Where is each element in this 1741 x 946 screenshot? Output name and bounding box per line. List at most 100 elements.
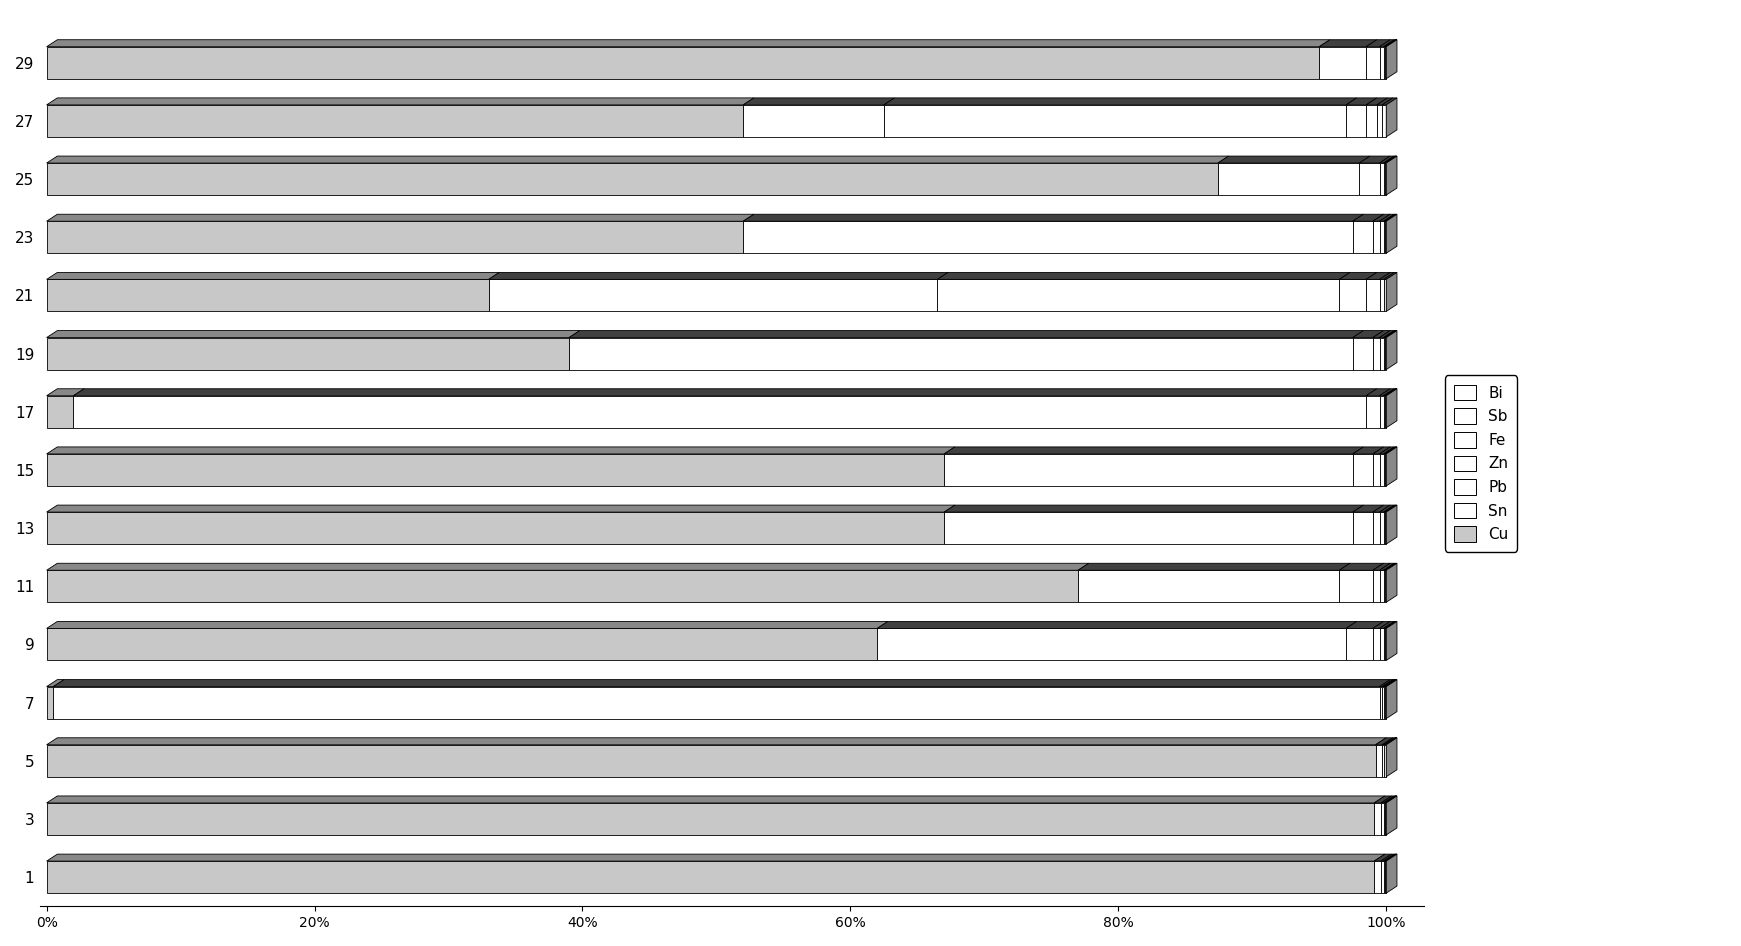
Bar [1374,338,1379,370]
Bar [1381,803,1384,835]
Polygon shape [1367,272,1391,279]
Polygon shape [1386,738,1396,745]
Bar [884,105,1346,137]
Polygon shape [884,97,1356,105]
Polygon shape [1379,330,1395,338]
Bar [1374,454,1379,486]
Polygon shape [47,563,1088,570]
Bar [1367,46,1379,79]
Polygon shape [1379,505,1395,512]
Polygon shape [1386,40,1396,46]
Bar [1379,454,1384,486]
Polygon shape [1374,796,1391,803]
Bar [1346,105,1367,137]
Bar [1353,221,1374,254]
Bar [1379,687,1382,719]
Bar [47,803,1374,835]
Polygon shape [1386,447,1396,486]
Polygon shape [1379,40,1395,46]
Polygon shape [1384,796,1396,803]
Polygon shape [1353,330,1384,338]
Polygon shape [47,738,1386,745]
Bar [1346,628,1374,660]
Polygon shape [1386,97,1396,137]
Polygon shape [1379,214,1395,221]
Bar [1339,279,1367,311]
Bar [1078,570,1339,603]
Polygon shape [1379,563,1395,570]
Polygon shape [1386,622,1396,660]
Polygon shape [1386,738,1396,745]
Polygon shape [944,447,1363,454]
Polygon shape [47,505,954,512]
Polygon shape [1384,563,1396,570]
Polygon shape [47,97,754,105]
Polygon shape [1384,272,1396,279]
Polygon shape [1379,389,1395,395]
Polygon shape [1386,854,1396,893]
Bar [569,338,1353,370]
Polygon shape [73,389,1377,395]
Bar [1379,512,1384,544]
Polygon shape [1384,679,1396,687]
Polygon shape [1377,97,1393,105]
Polygon shape [1384,622,1396,628]
Bar [489,279,937,311]
Bar [47,221,743,254]
Polygon shape [1386,679,1396,687]
Polygon shape [1384,505,1396,512]
Polygon shape [1339,563,1384,570]
Bar [47,338,569,370]
Polygon shape [1386,272,1396,311]
Polygon shape [1382,97,1396,105]
Polygon shape [743,214,1363,221]
Polygon shape [1384,505,1396,512]
Polygon shape [1386,389,1396,395]
Bar [1379,46,1384,79]
Polygon shape [569,330,1363,338]
Polygon shape [1384,622,1396,628]
Polygon shape [1374,854,1391,861]
Polygon shape [1367,40,1391,46]
Bar [73,395,1367,428]
Polygon shape [1374,622,1391,628]
Bar [1377,105,1382,137]
Polygon shape [1353,505,1384,512]
Polygon shape [1353,214,1384,221]
Bar [1353,454,1374,486]
Polygon shape [1386,738,1396,777]
Polygon shape [1374,447,1391,454]
Polygon shape [1384,40,1396,46]
Polygon shape [1384,389,1396,395]
Polygon shape [1384,796,1396,803]
Polygon shape [47,854,1384,861]
Bar [47,105,743,137]
Bar [1367,279,1379,311]
Polygon shape [47,272,500,279]
Bar [1219,163,1360,195]
Polygon shape [877,622,1356,628]
Polygon shape [1384,854,1396,861]
Polygon shape [1374,505,1391,512]
Polygon shape [1353,447,1384,454]
Bar [1381,861,1384,893]
Legend: Bi, Sb, Fe, Zn, Pb, Sn, Cu: Bi, Sb, Fe, Zn, Pb, Sn, Cu [1445,376,1518,552]
Polygon shape [47,389,84,395]
Polygon shape [1360,156,1391,163]
Bar [1320,46,1367,79]
Bar [743,105,884,137]
Bar [47,163,1219,195]
Polygon shape [1386,679,1396,719]
Bar [47,861,1374,893]
Polygon shape [1346,97,1377,105]
Polygon shape [1386,156,1396,163]
Polygon shape [1379,156,1395,163]
Polygon shape [47,214,754,221]
Bar [1374,803,1381,835]
Polygon shape [1374,330,1391,338]
Bar [1379,163,1384,195]
Polygon shape [1386,563,1396,603]
Polygon shape [1384,330,1396,338]
Bar [1379,628,1384,660]
Bar [944,512,1353,544]
